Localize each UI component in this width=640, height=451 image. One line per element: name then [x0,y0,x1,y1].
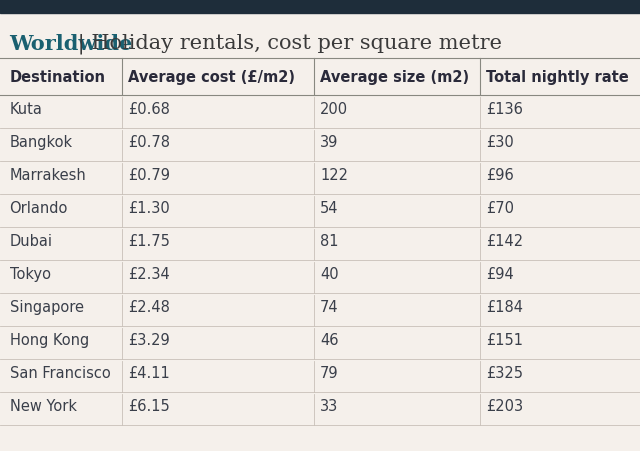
Text: £136: £136 [486,101,524,116]
Text: 200: 200 [320,101,348,116]
Text: 46: 46 [320,332,339,347]
Text: New York: New York [10,398,77,413]
Text: San Francisco: San Francisco [10,365,110,380]
Text: | Holiday rentals, cost per square metre: | Holiday rentals, cost per square metre [71,34,502,54]
Text: Hong Kong: Hong Kong [10,332,89,347]
Text: 54: 54 [320,200,339,215]
Text: £142: £142 [486,233,524,248]
Text: £1.30: £1.30 [128,200,170,215]
Text: £4.11: £4.11 [128,365,170,380]
Text: £6.15: £6.15 [128,398,170,413]
Text: Singapore: Singapore [10,299,84,314]
Text: £184: £184 [486,299,524,314]
Text: £94: £94 [486,266,514,281]
Text: 33: 33 [320,398,339,413]
Text: 40: 40 [320,266,339,281]
Text: 81: 81 [320,233,339,248]
Text: £3.29: £3.29 [128,332,170,347]
Text: Destination: Destination [10,70,106,85]
Text: 79: 79 [320,365,339,380]
Text: £96: £96 [486,167,514,182]
Text: £151: £151 [486,332,524,347]
Text: £203: £203 [486,398,524,413]
Text: £70: £70 [486,200,515,215]
Text: Average cost (£/m2): Average cost (£/m2) [128,70,295,85]
Text: Dubai: Dubai [10,233,52,248]
Text: £325: £325 [486,365,524,380]
Text: Total nightly rate: Total nightly rate [486,70,629,85]
Text: £2.48: £2.48 [128,299,170,314]
Text: 122: 122 [320,167,348,182]
Text: Bangkok: Bangkok [10,134,73,149]
Text: 39: 39 [320,134,339,149]
Text: £0.79: £0.79 [128,167,170,182]
Text: Orlando: Orlando [10,200,68,215]
Text: £1.75: £1.75 [128,233,170,248]
Text: 74: 74 [320,299,339,314]
Text: £0.68: £0.68 [128,101,170,116]
Text: £0.78: £0.78 [128,134,170,149]
Text: £2.34: £2.34 [128,266,170,281]
Text: £30: £30 [486,134,514,149]
Text: Average size (m2): Average size (m2) [320,70,469,85]
Text: Worldwide: Worldwide [10,34,133,54]
Text: Tokyo: Tokyo [10,266,51,281]
Text: Kuta: Kuta [10,101,42,116]
Text: Marrakesh: Marrakesh [10,167,86,182]
